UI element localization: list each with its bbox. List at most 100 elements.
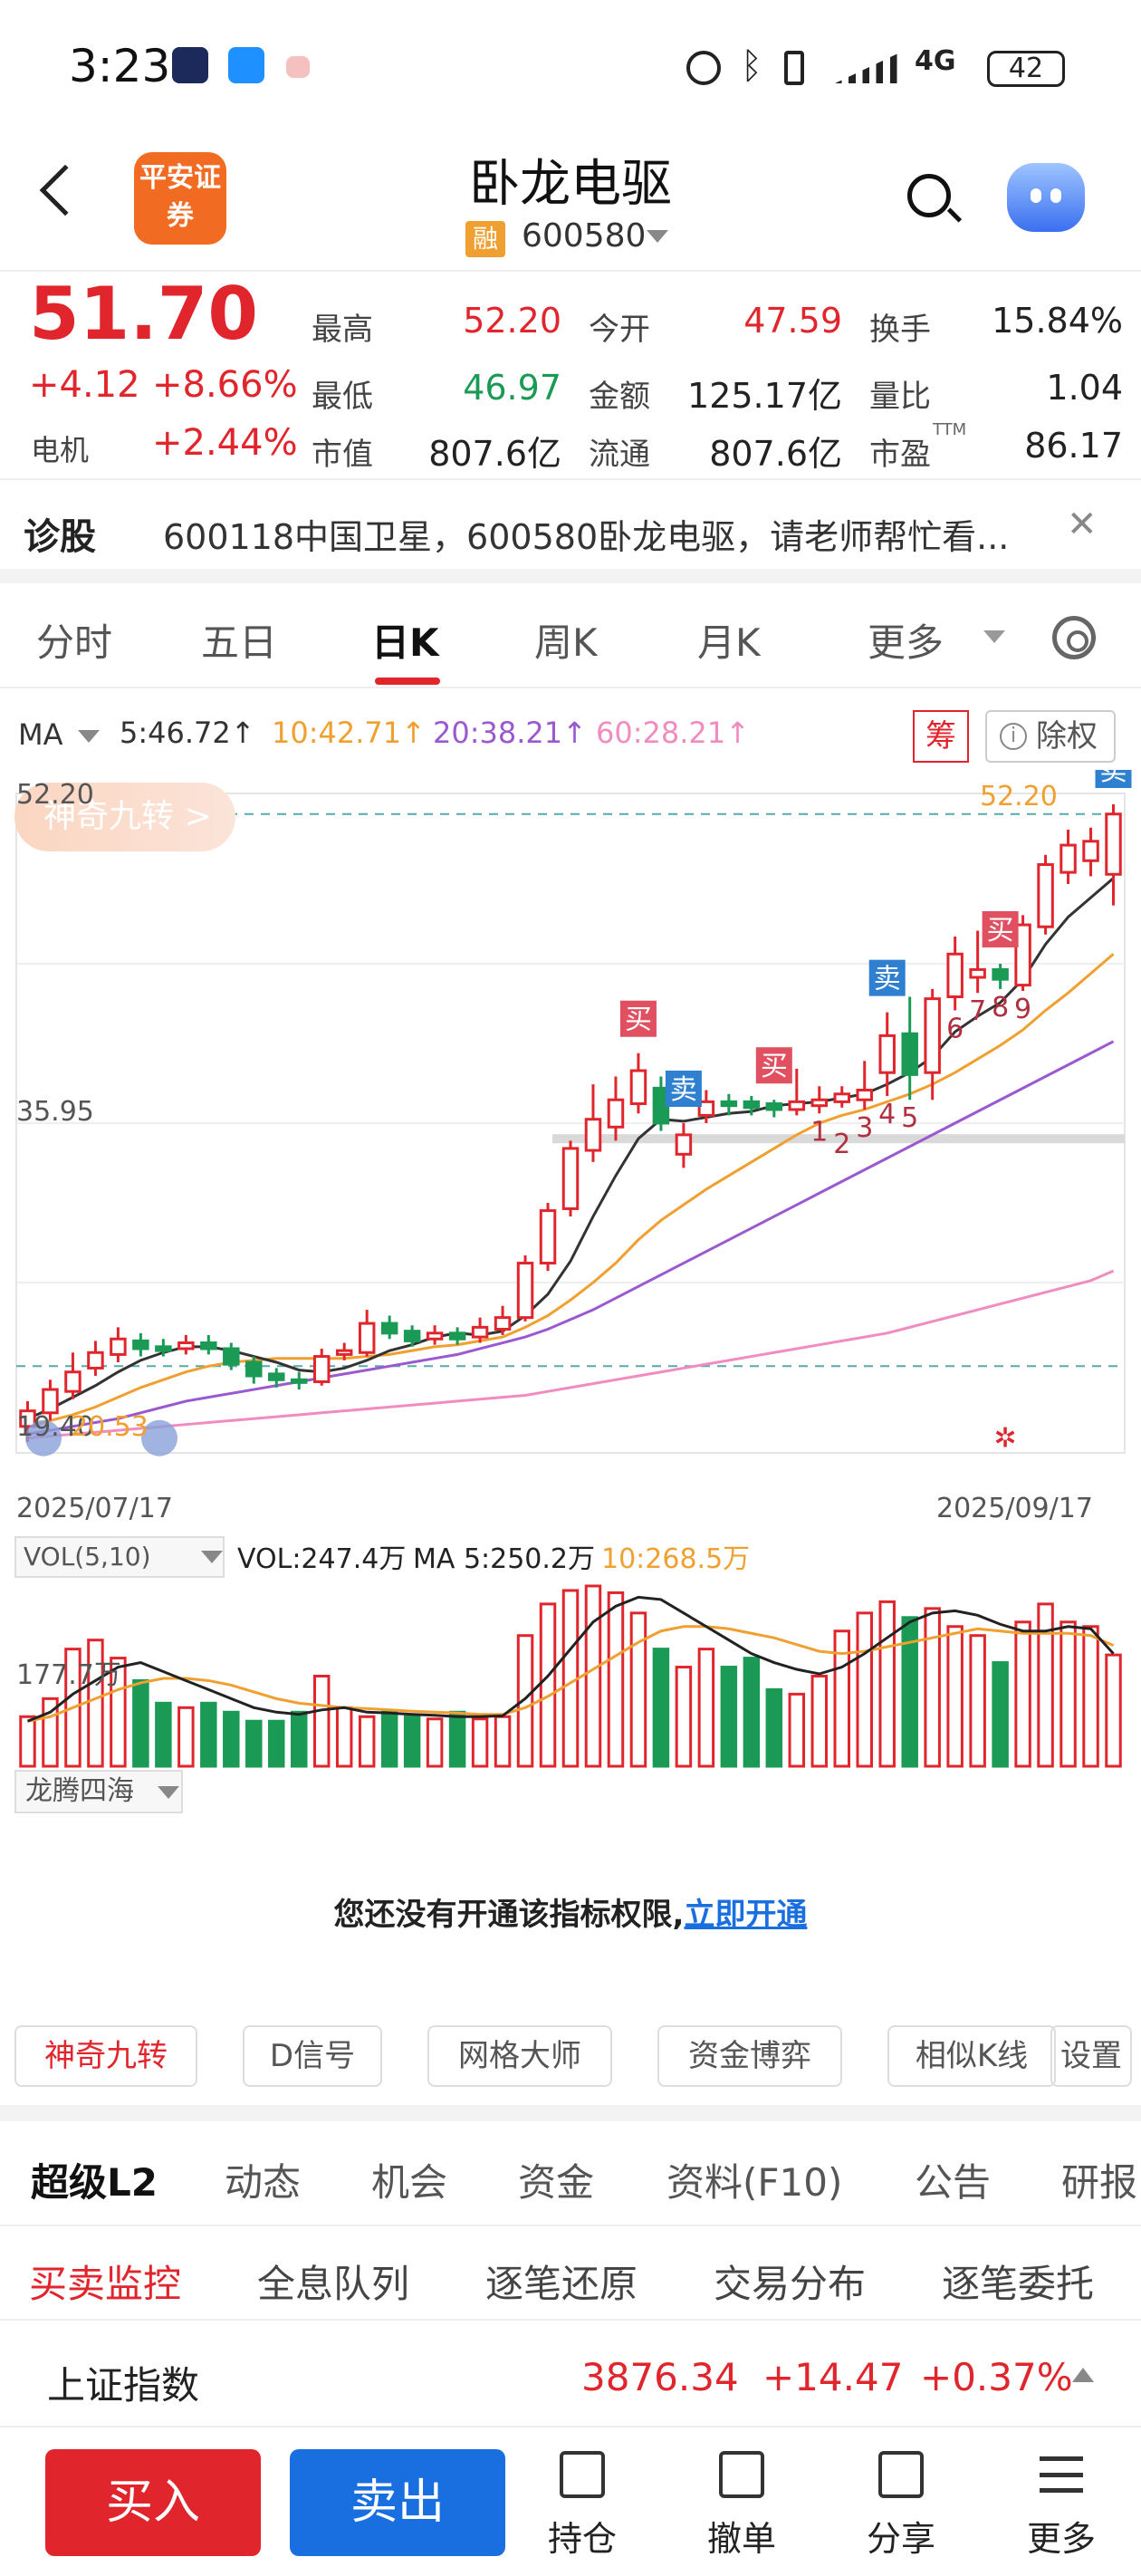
indicator-label: 龙腾四海 (25, 1775, 134, 1807)
ai-assistant-icon[interactable] (1007, 163, 1085, 232)
volume-bar (155, 1701, 172, 1768)
indicator-select[interactable]: 龙腾四海 (14, 1770, 183, 1813)
candle-body (1082, 840, 1099, 862)
ex-rights-button[interactable]: i 除权 (985, 710, 1116, 763)
nine-sequence-number: 2 (833, 1129, 850, 1160)
sector-label[interactable]: 电机 (31, 433, 90, 467)
position-icon[interactable] (560, 2451, 605, 2498)
feature-tab[interactable]: 资金 (518, 2160, 595, 2205)
feature-tab[interactable]: 公告 (915, 2160, 992, 2205)
close-icon[interactable]: ✕ (1067, 504, 1098, 545)
more-label[interactable]: 更多 (1026, 2519, 1096, 2559)
tool-button[interactable]: 相似K线 (887, 2025, 1056, 2087)
tool-button[interactable]: 设置 (1050, 2025, 1132, 2087)
indicator-caret-icon[interactable] (158, 1786, 179, 1799)
info-icon: i (1000, 723, 1027, 750)
sell-button[interactable]: 卖出 (290, 2449, 505, 2556)
quote-field-label: 市值 (312, 437, 373, 473)
share-label[interactable]: 分享 (866, 2519, 935, 2559)
magic-nine-badge[interactable]: 神奇九转 > (14, 783, 235, 851)
volume-bar (1060, 1620, 1077, 1768)
nine-sequence-number: 5 (901, 1102, 918, 1134)
sub-tab[interactable]: 买卖监控 (29, 2262, 182, 2306)
ma-legend-item: 20:38.21↑ (433, 716, 587, 750)
price-change-pct: +8.66% (152, 364, 298, 406)
stock-code[interactable]: 600580 (522, 217, 647, 255)
more-caret-icon[interactable] (983, 630, 1005, 643)
quote-field-value: 125.17亿 (687, 376, 842, 416)
sub-tab[interactable]: 逐笔委托 (942, 2262, 1095, 2306)
volume-chart[interactable] (0, 1581, 1141, 1768)
tab-5[interactable]: 更多 (868, 620, 944, 665)
broker-logo: 平安证券 (134, 152, 226, 245)
tab-2[interactable]: 日K (371, 620, 439, 665)
notification-icon (286, 56, 310, 78)
volume-bar (335, 1706, 353, 1768)
ma-label[interactable]: MA (18, 717, 63, 752)
buy-button[interactable]: 买入 (45, 2449, 261, 2556)
sell-signal (868, 959, 906, 996)
position-label[interactable]: 持仓 (547, 2519, 617, 2559)
feature-tab[interactable]: 超级L2 (31, 2160, 158, 2205)
sell-signal (1095, 770, 1132, 788)
volume-bar (245, 1719, 263, 1768)
volume-bar (743, 1657, 761, 1768)
candle-body (1014, 923, 1031, 987)
tab-3[interactable]: 周K (534, 620, 598, 665)
permission-text: 您还没有开通该指标权限, (333, 1897, 685, 1933)
feature-tab[interactable]: 机会 (371, 2160, 448, 2205)
sub-tab[interactable]: 交易分布 (714, 2262, 867, 2306)
volume-indicator-select[interactable]: VOL(5,10) (14, 1536, 225, 1578)
activate-link[interactable]: 立即开通 (684, 1897, 808, 1933)
candle-body (697, 1100, 715, 1117)
candle-body (380, 1322, 398, 1335)
candle-body (992, 967, 1009, 981)
candle-body (291, 1378, 308, 1384)
tab-4[interactable]: 月K (697, 620, 761, 665)
tab-0[interactable]: 分时 (36, 620, 113, 665)
tool-button[interactable]: D信号 (243, 2025, 382, 2087)
candle-body (1037, 863, 1054, 928)
feature-tab[interactable]: 动态 (225, 2160, 302, 2205)
tab-1[interactable]: 五日 (201, 620, 278, 665)
network-type: 4G (915, 45, 956, 77)
vibrate-icon (784, 51, 804, 85)
feature-tab[interactable]: 资料(F10) (666, 2160, 843, 2205)
volume-bar (19, 1715, 36, 1768)
cancel-order-icon[interactable] (719, 2451, 764, 2498)
buy-signal-label: 买 (761, 1051, 788, 1082)
sub-tab[interactable]: 逐笔还原 (485, 2262, 638, 2306)
gear-icon[interactable] (1052, 616, 1096, 659)
vol-caret-icon[interactable] (201, 1551, 223, 1563)
volume-bar (629, 1611, 647, 1768)
share-icon[interactable] (878, 2451, 924, 2498)
cancel-order-label[interactable]: 撤单 (706, 2519, 776, 2559)
buy-signal-label: 买 (625, 1004, 652, 1036)
quote-field-value: 47.59 (743, 301, 842, 341)
stock-switch-caret-icon[interactable] (647, 230, 668, 243)
index-name[interactable]: 上证指数 (47, 2363, 200, 2408)
candle-body (901, 1032, 918, 1076)
scroll-left-icon (25, 1419, 62, 1456)
sell-signal-label: 卖 (874, 964, 901, 995)
search-icon[interactable] (907, 174, 951, 217)
more-menu-icon[interactable] (1040, 2456, 1083, 2493)
support-band (552, 1134, 1125, 1144)
chip-distribution-button[interactable]: 筹 (913, 710, 969, 763)
event-star-icon: ✲ (993, 1423, 1016, 1455)
volume-bar (539, 1602, 557, 1768)
tool-button[interactable]: 资金博弈 (657, 2025, 842, 2087)
feature-tab[interactable]: 研报 (1061, 2160, 1138, 2205)
tool-button[interactable]: 神奇九转 (14, 2025, 197, 2087)
quote-field-value: 807.6亿 (428, 434, 561, 474)
volume-bar (720, 1666, 738, 1768)
diagnosis-text[interactable]: 600118中国卫星，600580卧龙电驱，请老师帮忙看... (163, 517, 1010, 557)
ma-caret-icon[interactable] (78, 730, 100, 743)
volume-bar (494, 1715, 512, 1768)
sector-change[interactable]: +2.44% (152, 422, 298, 464)
expand-up-icon[interactable] (1072, 2368, 1094, 2382)
tool-button[interactable]: 网格大师 (427, 2025, 612, 2087)
nine-sequence-number: 7 (969, 995, 986, 1027)
sub-tab[interactable]: 全息队列 (257, 2262, 410, 2306)
